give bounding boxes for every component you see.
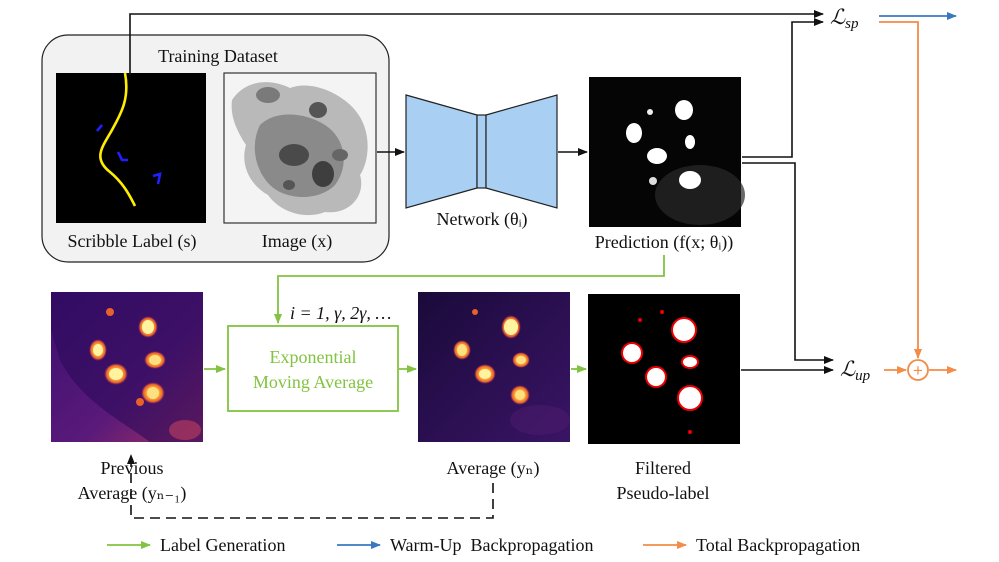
lsp-to-sum-arrow <box>879 21 922 359</box>
training-dataset-title: Training Dataset <box>158 46 278 66</box>
prediction-to-ema-arrow <box>274 255 665 324</box>
sum-node <box>907 359 929 381</box>
loss-sp-label: ℒsp <box>830 5 859 32</box>
sum-symbol: + <box>913 361 923 380</box>
filtered-caption-line2: Pseudo-label <box>617 483 710 503</box>
input-image <box>223 72 377 224</box>
legend-label-generation: Label Generation <box>160 535 285 555</box>
prediction-image <box>589 77 745 227</box>
loss-up-label: ℒup <box>840 357 871 384</box>
filtered-pseudo-label-image <box>588 294 740 444</box>
filtered-caption-line1: Filtered <box>635 458 691 478</box>
image-caption: Image (x) <box>262 231 332 252</box>
iteration-label: i = 1, γ, 2γ, … <box>290 303 391 323</box>
ema-box <box>227 325 399 412</box>
network-caption: Network (θᵢ) <box>436 209 527 230</box>
scribble-to-lsp-arrow <box>129 10 824 75</box>
ema-label-line2: Moving Average <box>253 372 373 392</box>
previous-average-caption-line1: Previous <box>101 458 164 478</box>
average-caption: Average (yₙ) <box>447 458 540 479</box>
average-feedback-dashed-arrow <box>127 454 494 519</box>
legend-warmup-backprop: Warm-Up Backpropagation <box>390 535 593 555</box>
prediction-to-lsp-arrow <box>742 18 824 158</box>
prediction-to-lup-arrow <box>742 162 834 364</box>
scribble-label-image <box>56 72 206 223</box>
scribble-label-caption: Scribble Label (s) <box>68 231 197 252</box>
prediction-caption: Prediction (f(x; θᵢ)) <box>595 232 734 253</box>
network-block <box>405 94 558 209</box>
legend-total-backprop: Total Backpropagation <box>696 535 860 555</box>
ema-label-line1: Exponential <box>270 347 357 367</box>
legend: Label Generation Warm-Up Backpropagation… <box>107 535 860 555</box>
average-image <box>418 292 570 442</box>
previous-average-caption-line2: Average (yₙ₋₁) <box>78 483 187 504</box>
previous-average-image <box>51 292 203 442</box>
